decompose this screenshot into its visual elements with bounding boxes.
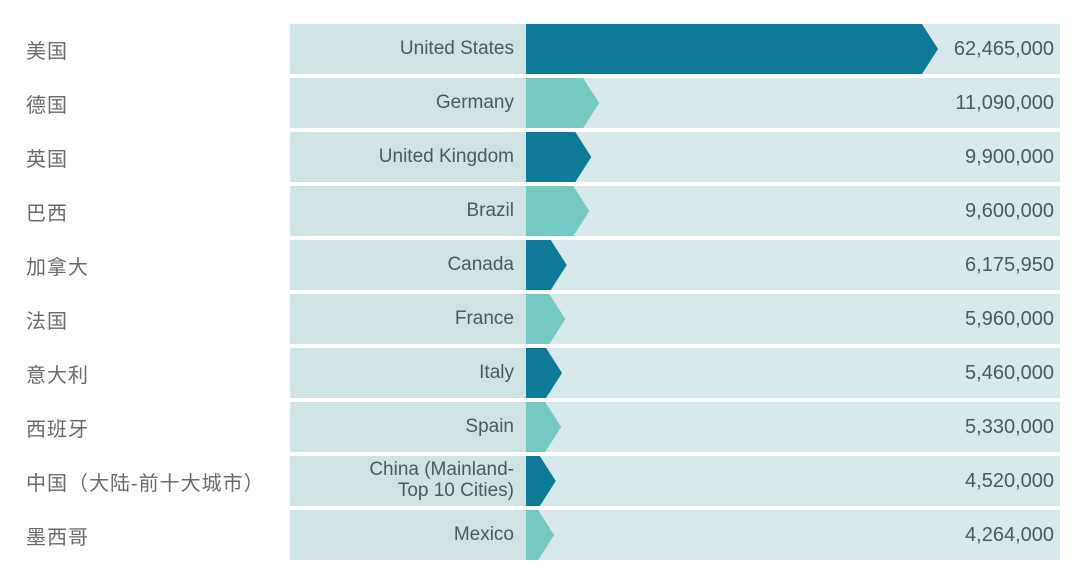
- cn-label: 英国: [20, 143, 290, 172]
- en-label: United States: [290, 24, 526, 74]
- bar: [526, 294, 565, 344]
- bar: [526, 24, 938, 74]
- bar-track: [526, 456, 938, 506]
- value-label: 11,090,000: [938, 78, 1060, 128]
- bar-track: [526, 402, 938, 452]
- en-label: Mexico: [290, 510, 526, 560]
- bar: [526, 456, 556, 506]
- bar-track: [526, 78, 938, 128]
- bar-track: [526, 24, 938, 74]
- cn-label: 法国: [20, 305, 290, 334]
- cn-label: 美国: [20, 35, 290, 64]
- cn-label: 加拿大: [20, 251, 290, 280]
- chart-row: 法国France 5,960,000: [20, 294, 1060, 344]
- value-label: 5,330,000: [938, 402, 1060, 452]
- value-label: 9,900,000: [938, 132, 1060, 182]
- value-label: 4,520,000: [938, 456, 1060, 506]
- cn-label: 中国（大陆-前十大城市）: [20, 467, 290, 496]
- cn-label: 意大利: [20, 359, 290, 388]
- chart-row: 巴西Brazil 9,600,000: [20, 186, 1060, 236]
- bar-track: [526, 294, 938, 344]
- chart-row: 墨西哥Mexico 4,264,000: [20, 510, 1060, 560]
- bar: [526, 510, 554, 560]
- en-label: China (Mainland- Top 10 Cities): [290, 456, 526, 506]
- en-label: France: [290, 294, 526, 344]
- bar-track: [526, 132, 938, 182]
- en-label: Brazil: [290, 186, 526, 236]
- value-label: 4,264,000: [938, 510, 1060, 560]
- bar: [526, 240, 567, 290]
- chart-row: 美国United States 62,465,000: [20, 24, 1060, 74]
- chart-row: 中国（大陆-前十大城市）China (Mainland- Top 10 Citi…: [20, 456, 1060, 506]
- cn-label: 德国: [20, 89, 290, 118]
- en-label: Germany: [290, 78, 526, 128]
- chart-row: 德国Germany 11,090,000: [20, 78, 1060, 128]
- bar: [526, 186, 589, 236]
- country-bar-chart: 美国United States 62,465,000 德国Germany 11,090…: [20, 24, 1060, 560]
- cn-label: 西班牙: [20, 413, 290, 442]
- bar-track: [526, 510, 938, 560]
- en-label: Spain: [290, 402, 526, 452]
- bar: [526, 78, 599, 128]
- bar-track: [526, 348, 938, 398]
- chart-row: 英国United Kingdom 9,900,000: [20, 132, 1060, 182]
- chart-row: 意大利Italy 5,460,000: [20, 348, 1060, 398]
- value-label: 9,600,000: [938, 186, 1060, 236]
- chart-row: 西班牙Spain 5,330,000: [20, 402, 1060, 452]
- value-label: 5,960,000: [938, 294, 1060, 344]
- en-label: Italy: [290, 348, 526, 398]
- value-label: 5,460,000: [938, 348, 1060, 398]
- bar: [526, 402, 561, 452]
- cn-label: 巴西: [20, 197, 290, 226]
- chart-row: 加拿大Canada 6,175,950: [20, 240, 1060, 290]
- bar: [526, 348, 562, 398]
- value-label: 6,175,950: [938, 240, 1060, 290]
- bar-track: [526, 240, 938, 290]
- cn-label: 墨西哥: [20, 521, 290, 550]
- en-label: Canada: [290, 240, 526, 290]
- en-label: United Kingdom: [290, 132, 526, 182]
- value-label: 62,465,000: [938, 24, 1060, 74]
- bar-track: [526, 186, 938, 236]
- bar: [526, 132, 591, 182]
